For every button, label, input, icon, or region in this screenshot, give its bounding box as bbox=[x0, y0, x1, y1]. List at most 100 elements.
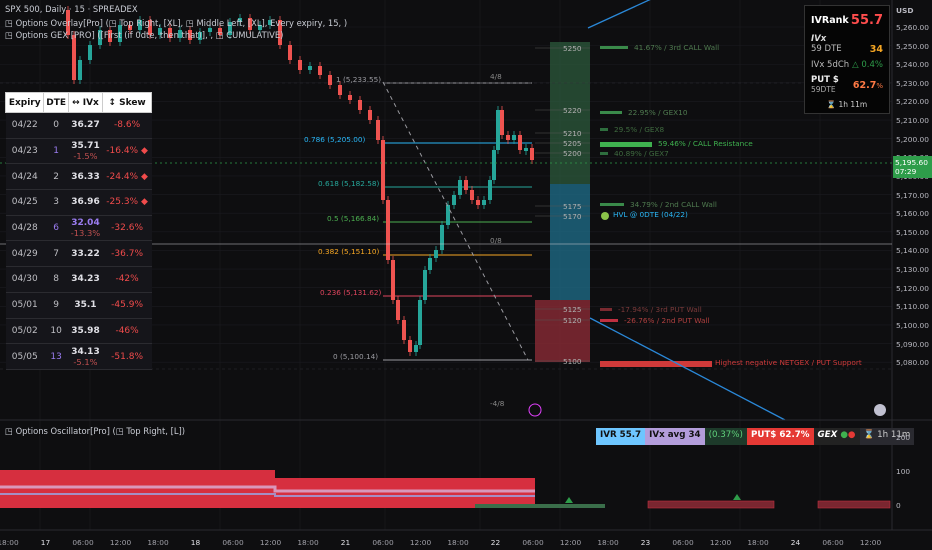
strike-label: 5200 bbox=[563, 149, 582, 158]
strike-label: 5170 bbox=[563, 212, 582, 221]
gex-label: 40.89% / GEX7 bbox=[614, 149, 669, 158]
ivx-value: 34 bbox=[869, 44, 883, 55]
col-expiry: Expiry bbox=[4, 92, 45, 113]
ivx-cell: 36.27 bbox=[68, 112, 103, 139]
strike-label: 5120 bbox=[563, 316, 582, 325]
dte-cell: 0 bbox=[43, 112, 69, 139]
ivx-cell: 34.23 bbox=[68, 266, 103, 293]
table-row[interactable]: 04/22 0 36.27 -8.6% bbox=[5, 112, 152, 139]
strike-label: 5205 bbox=[563, 139, 582, 148]
expiry-cell: 04/30 bbox=[5, 266, 44, 293]
time-tick: 18:00 bbox=[447, 538, 469, 547]
fib-label: 0.618 (5,182.58) bbox=[318, 179, 380, 188]
gex-label: 59.46% / CALL Resistance bbox=[658, 139, 753, 148]
current-time: 07:29 bbox=[895, 167, 917, 176]
skew-cell: -51.8% bbox=[102, 343, 152, 370]
time-tick: 12:00 bbox=[859, 538, 882, 547]
time-tick: 12:00 bbox=[559, 538, 582, 547]
red-dot-icon: ● bbox=[847, 430, 856, 440]
fib-label: 0.786 (5,205.00) bbox=[304, 135, 366, 144]
skew-cell: -45.9% bbox=[102, 292, 152, 319]
ivx-dte: 59 DTE bbox=[811, 44, 842, 54]
table-row[interactable]: 04/25 3 36.96 -25.3% ◆ bbox=[5, 189, 152, 216]
price-tick: 5,140.00 bbox=[896, 246, 929, 256]
time-tick: 12:00 bbox=[109, 538, 132, 547]
expiry-cell: 04/29 bbox=[5, 240, 44, 268]
ivx-cell: 35.1 bbox=[68, 292, 103, 319]
put-unit: % bbox=[876, 82, 883, 90]
put-zone bbox=[535, 300, 590, 362]
skew-value: -32.6% bbox=[111, 223, 143, 234]
strike-label: 5100 bbox=[563, 357, 582, 366]
ivx-value: 32.04 bbox=[71, 218, 100, 229]
indicator-gex-label[interactable]: ◳ Options GEX [PRO] ([First (if 0dte, th… bbox=[5, 30, 284, 40]
skew-cell: -16.4% ◆ bbox=[102, 138, 152, 165]
expiry-cell: 04/23 bbox=[5, 138, 44, 165]
fib-label: 0.382 (5,151.10) bbox=[318, 247, 380, 256]
time-tick: 06:00 bbox=[822, 538, 844, 547]
osc-tick: 200 bbox=[896, 433, 911, 442]
gex-label: Highest negative NETGEX / PUT Support bbox=[715, 358, 862, 367]
event-marker-icon bbox=[528, 403, 542, 417]
osc-gex-badge: GEX ●● bbox=[813, 428, 860, 445]
time-tick: 06:00 bbox=[672, 538, 694, 547]
indicator-overlay-label[interactable]: ◳ Options Overlay[Pro] (◳ Top Right, [XL… bbox=[5, 18, 348, 28]
murray-0-8: 0/8 bbox=[490, 236, 502, 245]
skew-flag-icon: ◆ bbox=[140, 171, 148, 182]
table-row[interactable]: 05/01 9 35.1 -45.9% bbox=[5, 292, 152, 319]
expiry-cell: 04/22 bbox=[5, 112, 44, 139]
price-tick: 5,090.00 bbox=[896, 339, 929, 349]
ivx-value: 36.27 bbox=[71, 120, 100, 131]
price-tick: 5,260.00 bbox=[896, 23, 929, 32]
time-tick: 21 bbox=[340, 538, 351, 547]
price-tick: 5,080.00 bbox=[896, 358, 929, 368]
table-row[interactable]: 04/29 7 33.22 -36.7% bbox=[5, 240, 152, 268]
ivx-value: 34.23 bbox=[71, 274, 100, 285]
dte-cell: 8 bbox=[43, 266, 69, 293]
skew-cell: -42% bbox=[102, 266, 152, 293]
trend-line-top bbox=[587, 0, 651, 29]
time-tick: 24 bbox=[790, 538, 801, 547]
table-row[interactable]: 04/23 1 35.71 -1.5% -16.4% ◆ bbox=[5, 138, 152, 165]
ivx-cell: 35.98 bbox=[68, 318, 103, 345]
flag-icon bbox=[874, 404, 886, 416]
table-row[interactable]: 05/02 10 35.98 -46% bbox=[5, 318, 152, 345]
ivx5d-value: △ 0.4% bbox=[852, 60, 883, 70]
osc-put-badge: PUT$ 62.7% bbox=[746, 428, 814, 445]
table-row[interactable]: 04/24 2 36.33 -24.4% ◆ bbox=[5, 163, 152, 191]
ivx-change: -5.1% bbox=[73, 356, 98, 367]
skew-cell: -25.3% ◆ bbox=[102, 189, 152, 216]
price-tick: 5,230.00 bbox=[896, 78, 929, 88]
fib-label: 0.5 (5,166.84) bbox=[327, 214, 380, 223]
table-row[interactable]: 04/28 6 32.04 -13.3% -32.6% bbox=[5, 215, 152, 242]
currency-label[interactable]: USD bbox=[896, 6, 914, 15]
time-tick: 12:00 bbox=[409, 538, 432, 547]
symbol-header[interactable]: SPX 500, Daily · 15 · SPREADEX bbox=[5, 4, 138, 14]
time-tick: 06:00 bbox=[372, 538, 394, 547]
trend-line-bottom bbox=[589, 317, 786, 421]
indicator-oscillator-label[interactable]: ◳ Options Oscillator[Pro] (◳ Top Right, … bbox=[5, 426, 186, 436]
ivrank-value: 55.7 bbox=[850, 13, 883, 28]
price-tick: 5,210.00 bbox=[896, 116, 929, 126]
table-row[interactable]: 05/05 13 34.13 -5.1% -51.8% bbox=[5, 343, 152, 370]
ivr-timer: ⌛ 1h 11m bbox=[826, 100, 868, 109]
expiry-cell: 05/05 bbox=[5, 343, 44, 370]
time-tick: 12:00 bbox=[259, 538, 282, 547]
expiry-cell: 05/02 bbox=[5, 318, 44, 345]
dte-cell: 13 bbox=[43, 343, 69, 370]
col-skew: ↕ Skew bbox=[102, 92, 152, 113]
candlesticks bbox=[66, 6, 534, 356]
table-row[interactable]: 04/30 8 34.23 -42% bbox=[5, 266, 152, 293]
ivx-cell: 36.96 bbox=[68, 189, 103, 216]
skew-value: -25.3% bbox=[106, 197, 139, 208]
dte-cell: 10 bbox=[43, 318, 69, 345]
time-tick: 22 bbox=[490, 538, 501, 547]
murray-4-8: 4/8 bbox=[490, 72, 502, 81]
osc-ivx-badge: IVx avg 34 bbox=[645, 428, 705, 445]
osc-change-badge: (0.37%) bbox=[704, 428, 747, 445]
time-tick: 06:00 bbox=[72, 538, 94, 547]
ivx-value: 35.71 bbox=[71, 141, 100, 152]
skew-cell: -36.7% bbox=[102, 240, 152, 268]
murray-neg4-8: -4/8 bbox=[490, 399, 505, 408]
